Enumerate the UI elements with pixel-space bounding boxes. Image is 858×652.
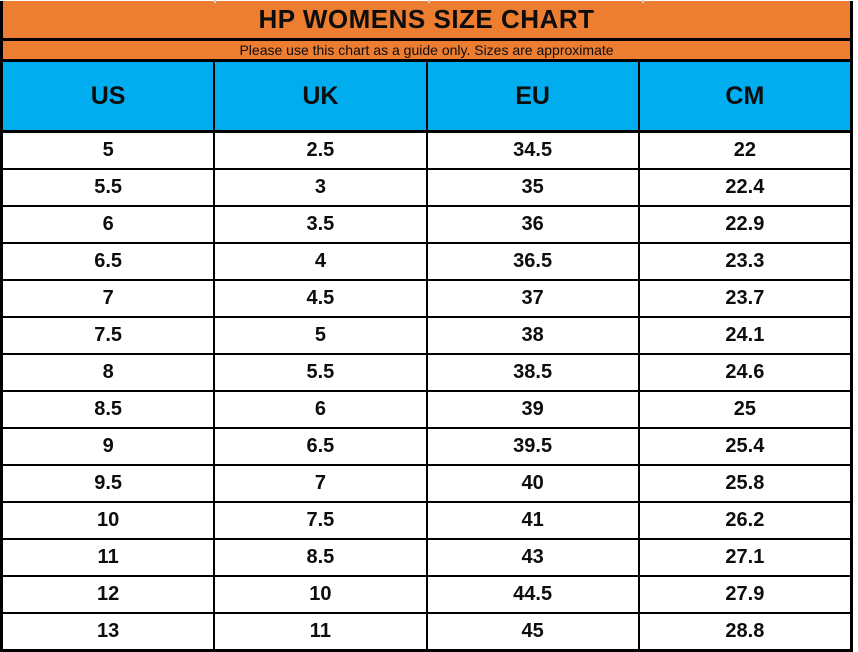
cell-cm: 23.7 (725, 287, 765, 309)
cell-cm: 25.8 (725, 472, 765, 494)
cell-uk: 5 (215, 318, 428, 353)
column-header-cm: CM (725, 81, 765, 110)
cell-uk: 10 (215, 577, 428, 612)
cell-cm: 27.1 (725, 546, 765, 568)
cell-uk: 7.5 (215, 503, 428, 538)
cell-eu: 36 (428, 207, 640, 242)
cell-us: 5.5 (3, 170, 216, 205)
cell-us: 11 (3, 540, 216, 575)
cell-us: 7.5 (3, 318, 216, 353)
table-row: 9.5 7 40 25.8 (3, 466, 850, 503)
cell-us: 13 (3, 614, 216, 649)
cell-eu: 34.5 (428, 133, 640, 168)
cell-eu: 44.5 (428, 577, 640, 612)
table-row: 6 3.5 36 22.9 (3, 207, 850, 244)
cell-us: 9.5 (3, 466, 216, 501)
cell-cm: 22 (733, 139, 756, 161)
cell-uk: 7 (215, 466, 428, 501)
table-row: 13 11 45 28.8 (3, 614, 850, 649)
cell-uk: 8.5 (215, 540, 428, 575)
column-gridline-tick (642, 0, 644, 3)
table-row: 6.5 4 36.5 23.3 (3, 244, 850, 281)
cell-cm: 23.3 (725, 250, 765, 272)
cell-eu: 38.5 (428, 355, 640, 390)
cell-eu: 36.5 (428, 244, 640, 279)
table-row: 10 7.5 41 26.2 (3, 503, 850, 540)
cell-uk: 4 (215, 244, 428, 279)
column-header-eu: EU (428, 62, 640, 130)
table-row: 7 4.5 37 23.7 (3, 281, 850, 318)
cell-eu: 41 (428, 503, 640, 538)
chart-subtitle-row: Please use this chart as a guide only. S… (3, 41, 850, 62)
cell-us: 5 (3, 133, 216, 168)
cell-eu: 45 (428, 614, 640, 649)
cell-cm: 25 (733, 398, 756, 420)
cell-eu: 43 (428, 540, 640, 575)
cell-eu: 37 (428, 281, 640, 316)
cell-us: 6 (3, 207, 216, 242)
cell-uk: 4.5 (215, 281, 428, 316)
table-row: 8.5 6 39 25 (3, 392, 850, 429)
cell-us: 7 (3, 281, 216, 316)
table-row: 5.5 3 35 22.4 (3, 170, 850, 207)
cell-uk: 6.5 (215, 429, 428, 464)
column-gridline-tick (214, 0, 216, 3)
table-body: 5 2.5 34.5 22 5.5 3 35 22.4 6 3.5 36 22.9 6.5 4 36.5 23… (3, 133, 850, 649)
table-row: 9 6.5 39.5 25.4 (3, 429, 850, 466)
cell-uk: 3 (215, 170, 428, 205)
column-gridline-tick (428, 0, 430, 3)
table-row: 5 2.5 34.5 22 (3, 133, 850, 170)
cell-cm: 26.2 (725, 509, 765, 531)
cell-cm: 27.9 (725, 583, 765, 605)
cell-us: 6.5 (3, 244, 216, 279)
chart-title: HP WOMENS SIZE CHART (258, 4, 595, 34)
table-row: 11 8.5 43 27.1 (3, 540, 850, 577)
cell-eu: 40 (428, 466, 640, 501)
cell-uk: 3.5 (215, 207, 428, 242)
cell-eu: 38 (428, 318, 640, 353)
cell-uk: 6 (215, 392, 428, 427)
cell-eu: 35 (428, 170, 640, 205)
cell-us: 9 (3, 429, 216, 464)
cell-us: 12 (3, 577, 216, 612)
cell-uk: 11 (215, 614, 428, 649)
cell-cm: 24.1 (725, 324, 765, 346)
cell-cm: 22.4 (725, 176, 765, 198)
cell-us: 8 (3, 355, 216, 390)
cell-cm: 22.9 (725, 213, 765, 235)
cell-cm: 28.8 (725, 620, 765, 642)
cell-cm: 25.4 (725, 435, 765, 457)
table-row: 7.5 5 38 24.1 (3, 318, 850, 355)
cell-us: 8.5 (3, 392, 216, 427)
table-row: 8 5.5 38.5 24.6 (3, 355, 850, 392)
cell-eu: 39 (428, 392, 640, 427)
cell-uk: 2.5 (215, 133, 428, 168)
cell-uk: 5.5 (215, 355, 428, 390)
cell-us: 10 (3, 503, 216, 538)
cell-cm: 24.6 (725, 361, 765, 383)
column-header-us: US (3, 62, 216, 130)
chart-subtitle: Please use this chart as a guide only. S… (239, 42, 614, 58)
cell-eu: 39.5 (428, 429, 640, 464)
chart-title-row: HP WOMENS SIZE CHART (3, 1, 850, 41)
column-header-uk: UK (215, 62, 428, 130)
table-header-row: US UK EU CM (3, 62, 850, 133)
table-row: 12 10 44.5 27.9 (3, 577, 850, 614)
